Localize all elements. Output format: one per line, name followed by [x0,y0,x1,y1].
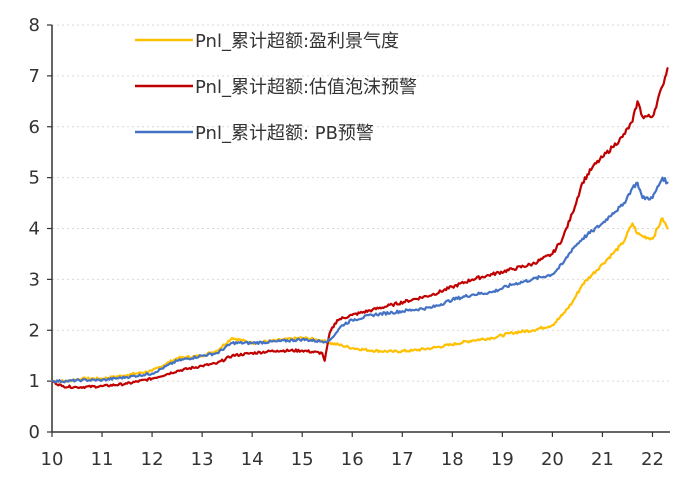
y-tick-label: 0 [29,422,40,443]
legend-label: Pnl_累计超额: PB预警 [195,123,374,144]
series-lines [50,67,669,390]
y-tick-label: 4 [29,219,40,240]
x-tick-label: 18 [441,449,464,470]
series-line-1 [50,217,669,384]
series-line-3 [50,176,669,384]
x-tick-label: 13 [191,449,214,470]
y-tick-label: 1 [29,371,40,392]
x-tick-label: 19 [491,449,514,470]
x-tick-label: 10 [41,449,64,470]
x-tick-label: 16 [341,449,364,470]
y-tick-label: 6 [29,117,40,138]
series-line-2 [50,67,669,390]
y-tick-label: 7 [29,66,40,87]
x-tick-label: 14 [241,449,264,470]
legend: Pnl_累计超额:盈利景气度 Pnl_累计超额:估值泡沫预警 Pnl_累计超额: P… [135,31,417,144]
legend-item: Pnl_累计超额:估值泡沫预警 [135,77,417,98]
y-tick-label: 2 [29,320,40,341]
x-tick-label: 20 [541,449,564,470]
x-tick-label: 15 [291,449,314,470]
y-tick-label: 3 [29,269,40,290]
legend-item: Pnl_累计超额:盈利景气度 [135,31,399,52]
x-tick-labels: 10 11 12 13 14 15 16 17 18 19 20 21 22 [41,432,664,470]
x-tick-label: 17 [391,449,414,470]
x-tick-label: 21 [591,449,614,470]
legend-label: Pnl_累计超额:估值泡沫预警 [195,77,417,98]
x-tick-label: 22 [641,449,664,470]
y-tick-label: 5 [29,168,40,189]
y-tick-labels: 0 1 2 3 4 5 6 7 8 [29,15,52,443]
x-tick-label: 11 [91,449,114,470]
y-tick-label: 8 [29,15,40,36]
x-tick-label: 12 [141,449,164,470]
legend-label: Pnl_累计超额:盈利景气度 [195,31,399,52]
legend-item: Pnl_累计超额: PB预警 [135,123,374,144]
